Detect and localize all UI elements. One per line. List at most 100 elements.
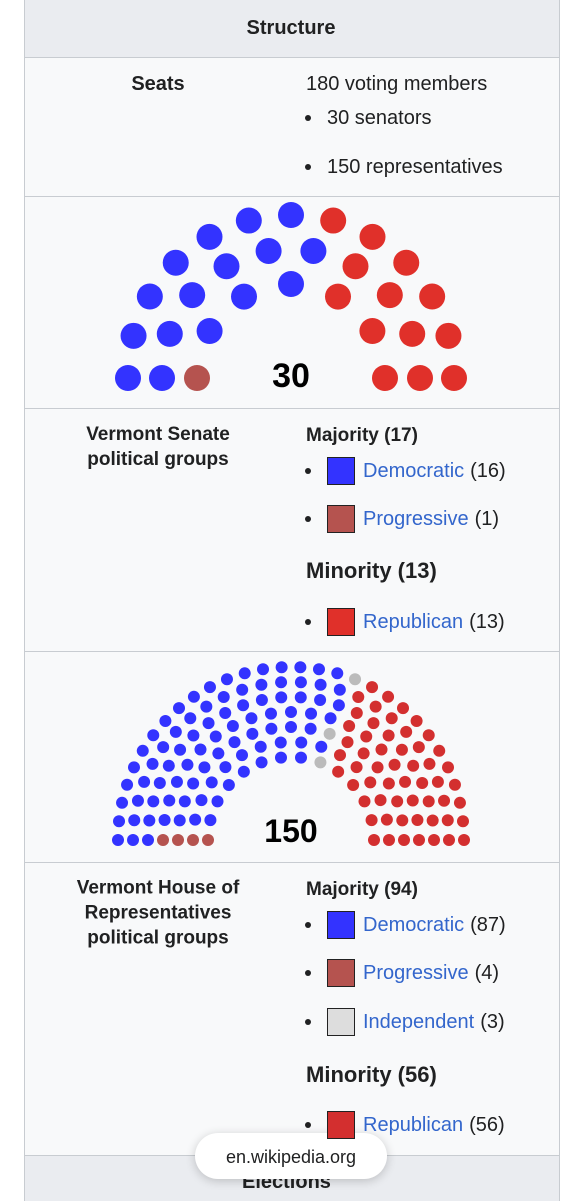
seat [343, 719, 356, 732]
seat [265, 722, 278, 735]
seat [202, 834, 214, 846]
seat [423, 757, 436, 770]
seat [195, 794, 208, 807]
seat [275, 661, 288, 674]
seat [416, 777, 429, 790]
seat [159, 715, 172, 728]
seat [294, 661, 307, 674]
seat [285, 706, 297, 718]
seat [441, 814, 454, 827]
url-pill[interactable] [195, 1133, 387, 1179]
seat [412, 741, 425, 754]
seat [352, 691, 365, 704]
seat [228, 736, 241, 749]
seat [219, 707, 232, 720]
party-link[interactable]: Republican [363, 1114, 464, 1136]
majority-title: Majority (17) [306, 425, 418, 446]
seat [359, 223, 386, 250]
seat [399, 320, 426, 347]
seat [174, 743, 187, 756]
senate-diagram-row [24, 196, 560, 409]
seat [127, 834, 139, 846]
seat [200, 700, 213, 713]
seat [254, 740, 267, 753]
bullet [305, 1019, 311, 1025]
seat [407, 365, 433, 391]
seat [433, 744, 446, 757]
seat [369, 700, 382, 713]
seat [334, 749, 346, 762]
seat [278, 202, 304, 228]
seat [157, 741, 170, 754]
party-swatch [327, 608, 355, 636]
party-link[interactable]: Democratic [363, 914, 465, 936]
seat [368, 834, 380, 846]
seat [295, 751, 308, 764]
seat [245, 712, 258, 725]
seat [184, 365, 210, 391]
seat [198, 761, 211, 774]
seat [435, 322, 462, 349]
url[interactable]: en.wikipedia.org [225, 1147, 357, 1167]
senate-diagram: 30 [115, 202, 467, 395]
seat [149, 365, 175, 391]
seat [294, 691, 307, 704]
seat [189, 813, 202, 826]
seat [374, 794, 387, 807]
party-link[interactable]: Democratic [363, 460, 465, 482]
seat [323, 727, 336, 740]
party-link[interactable]: Progressive [363, 962, 469, 984]
seat [204, 814, 217, 827]
seat [285, 721, 297, 733]
seat [456, 815, 469, 828]
party-link[interactable]: Independent [363, 1011, 475, 1033]
seat [413, 834, 425, 846]
seat [332, 699, 345, 712]
seat [406, 794, 419, 807]
majority-title: Majority (94) [306, 879, 418, 900]
seat [219, 761, 232, 774]
seats-total: 180 voting members [306, 73, 488, 95]
seat [396, 702, 409, 715]
seat [158, 813, 171, 826]
seat [131, 794, 144, 807]
seat [419, 283, 446, 310]
minority-title: Minority (56) [306, 1062, 437, 1087]
seat [375, 743, 388, 756]
party-link[interactable]: Republican [363, 611, 464, 633]
seat [217, 691, 230, 704]
seat [136, 744, 149, 757]
seat [441, 365, 467, 391]
seat [246, 727, 259, 740]
seat [147, 795, 160, 808]
seat [156, 320, 183, 347]
seat [347, 778, 360, 791]
seat [274, 736, 287, 749]
seat [163, 794, 176, 807]
seat [143, 814, 156, 827]
seat [236, 683, 249, 696]
seat [120, 322, 147, 349]
seat [357, 747, 370, 760]
seat [112, 834, 124, 846]
seat [333, 683, 346, 696]
party-swatch [327, 1008, 355, 1036]
seat [237, 765, 250, 778]
party-count: (3) [480, 1011, 505, 1033]
seat [300, 237, 327, 264]
party-link[interactable]: Progressive [363, 508, 469, 530]
party-swatch [327, 1111, 355, 1139]
seat [438, 794, 451, 807]
seat [275, 691, 288, 704]
seats-item: 30 senators [327, 107, 432, 129]
seat [128, 814, 141, 827]
seat [295, 736, 308, 749]
seat [264, 707, 277, 720]
seat [202, 717, 215, 730]
seat [187, 690, 200, 703]
seat [312, 663, 325, 676]
seat [275, 676, 288, 689]
seat [350, 761, 363, 774]
seat [385, 712, 398, 725]
